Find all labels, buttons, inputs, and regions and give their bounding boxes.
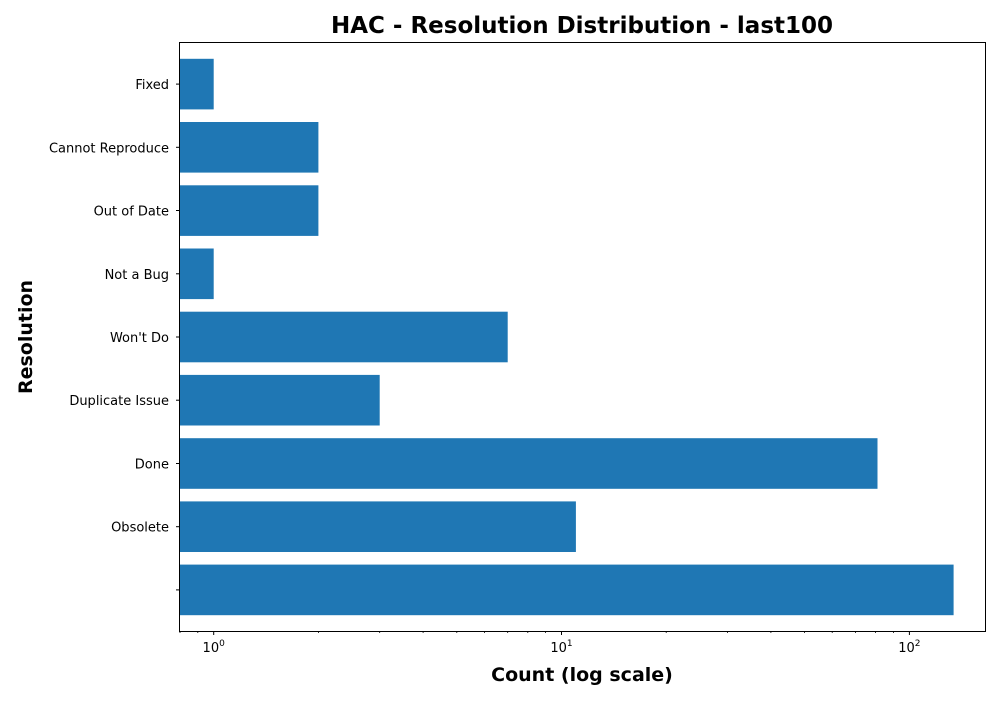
bar	[180, 501, 576, 552]
x-tick-label-exponent: 1	[567, 639, 573, 649]
chart-title: HAC - Resolution Distribution - last100	[331, 13, 833, 39]
y-tick-label: Not a Bug	[105, 268, 169, 283]
bar	[180, 122, 319, 173]
x-tick-label-base: 10	[898, 641, 915, 656]
x-tick-label-base: 10	[203, 641, 220, 656]
y-tick-label: Cannot Reproduce	[49, 141, 169, 156]
bar	[180, 248, 214, 300]
bar	[180, 564, 954, 616]
y-tick-label: Out of Date	[94, 205, 169, 220]
bar	[180, 438, 878, 489]
x-tick-label: 100	[203, 639, 226, 656]
x-axis-label: Count (log scale)	[491, 664, 673, 686]
x-tick-label: 101	[550, 639, 572, 656]
bar	[180, 311, 508, 363]
y-tick-label: Fixed	[135, 78, 169, 93]
bar	[180, 374, 380, 426]
x-tick-label: 102	[898, 639, 920, 656]
y-ticks-group: Obsolete Done Duplicate Issue Won't Do Not a…	[49, 78, 180, 591]
x-ticks-group: 100 101 102	[179, 631, 921, 656]
bar	[180, 185, 319, 236]
y-tick-label: Done	[135, 458, 169, 473]
y-axis-label: Resolution	[15, 280, 37, 394]
bar	[180, 58, 214, 110]
x-tick-label-exponent: 2	[915, 639, 921, 649]
y-tick-label: Obsolete	[111, 521, 169, 536]
x-tick-label-base: 10	[550, 641, 567, 656]
bars-group	[180, 58, 954, 616]
y-tick-label: Duplicate Issue	[69, 394, 169, 409]
plot-frame	[179, 42, 986, 632]
x-tick-label-exponent: 0	[219, 639, 225, 649]
y-tick-label: Won't Do	[110, 331, 169, 346]
